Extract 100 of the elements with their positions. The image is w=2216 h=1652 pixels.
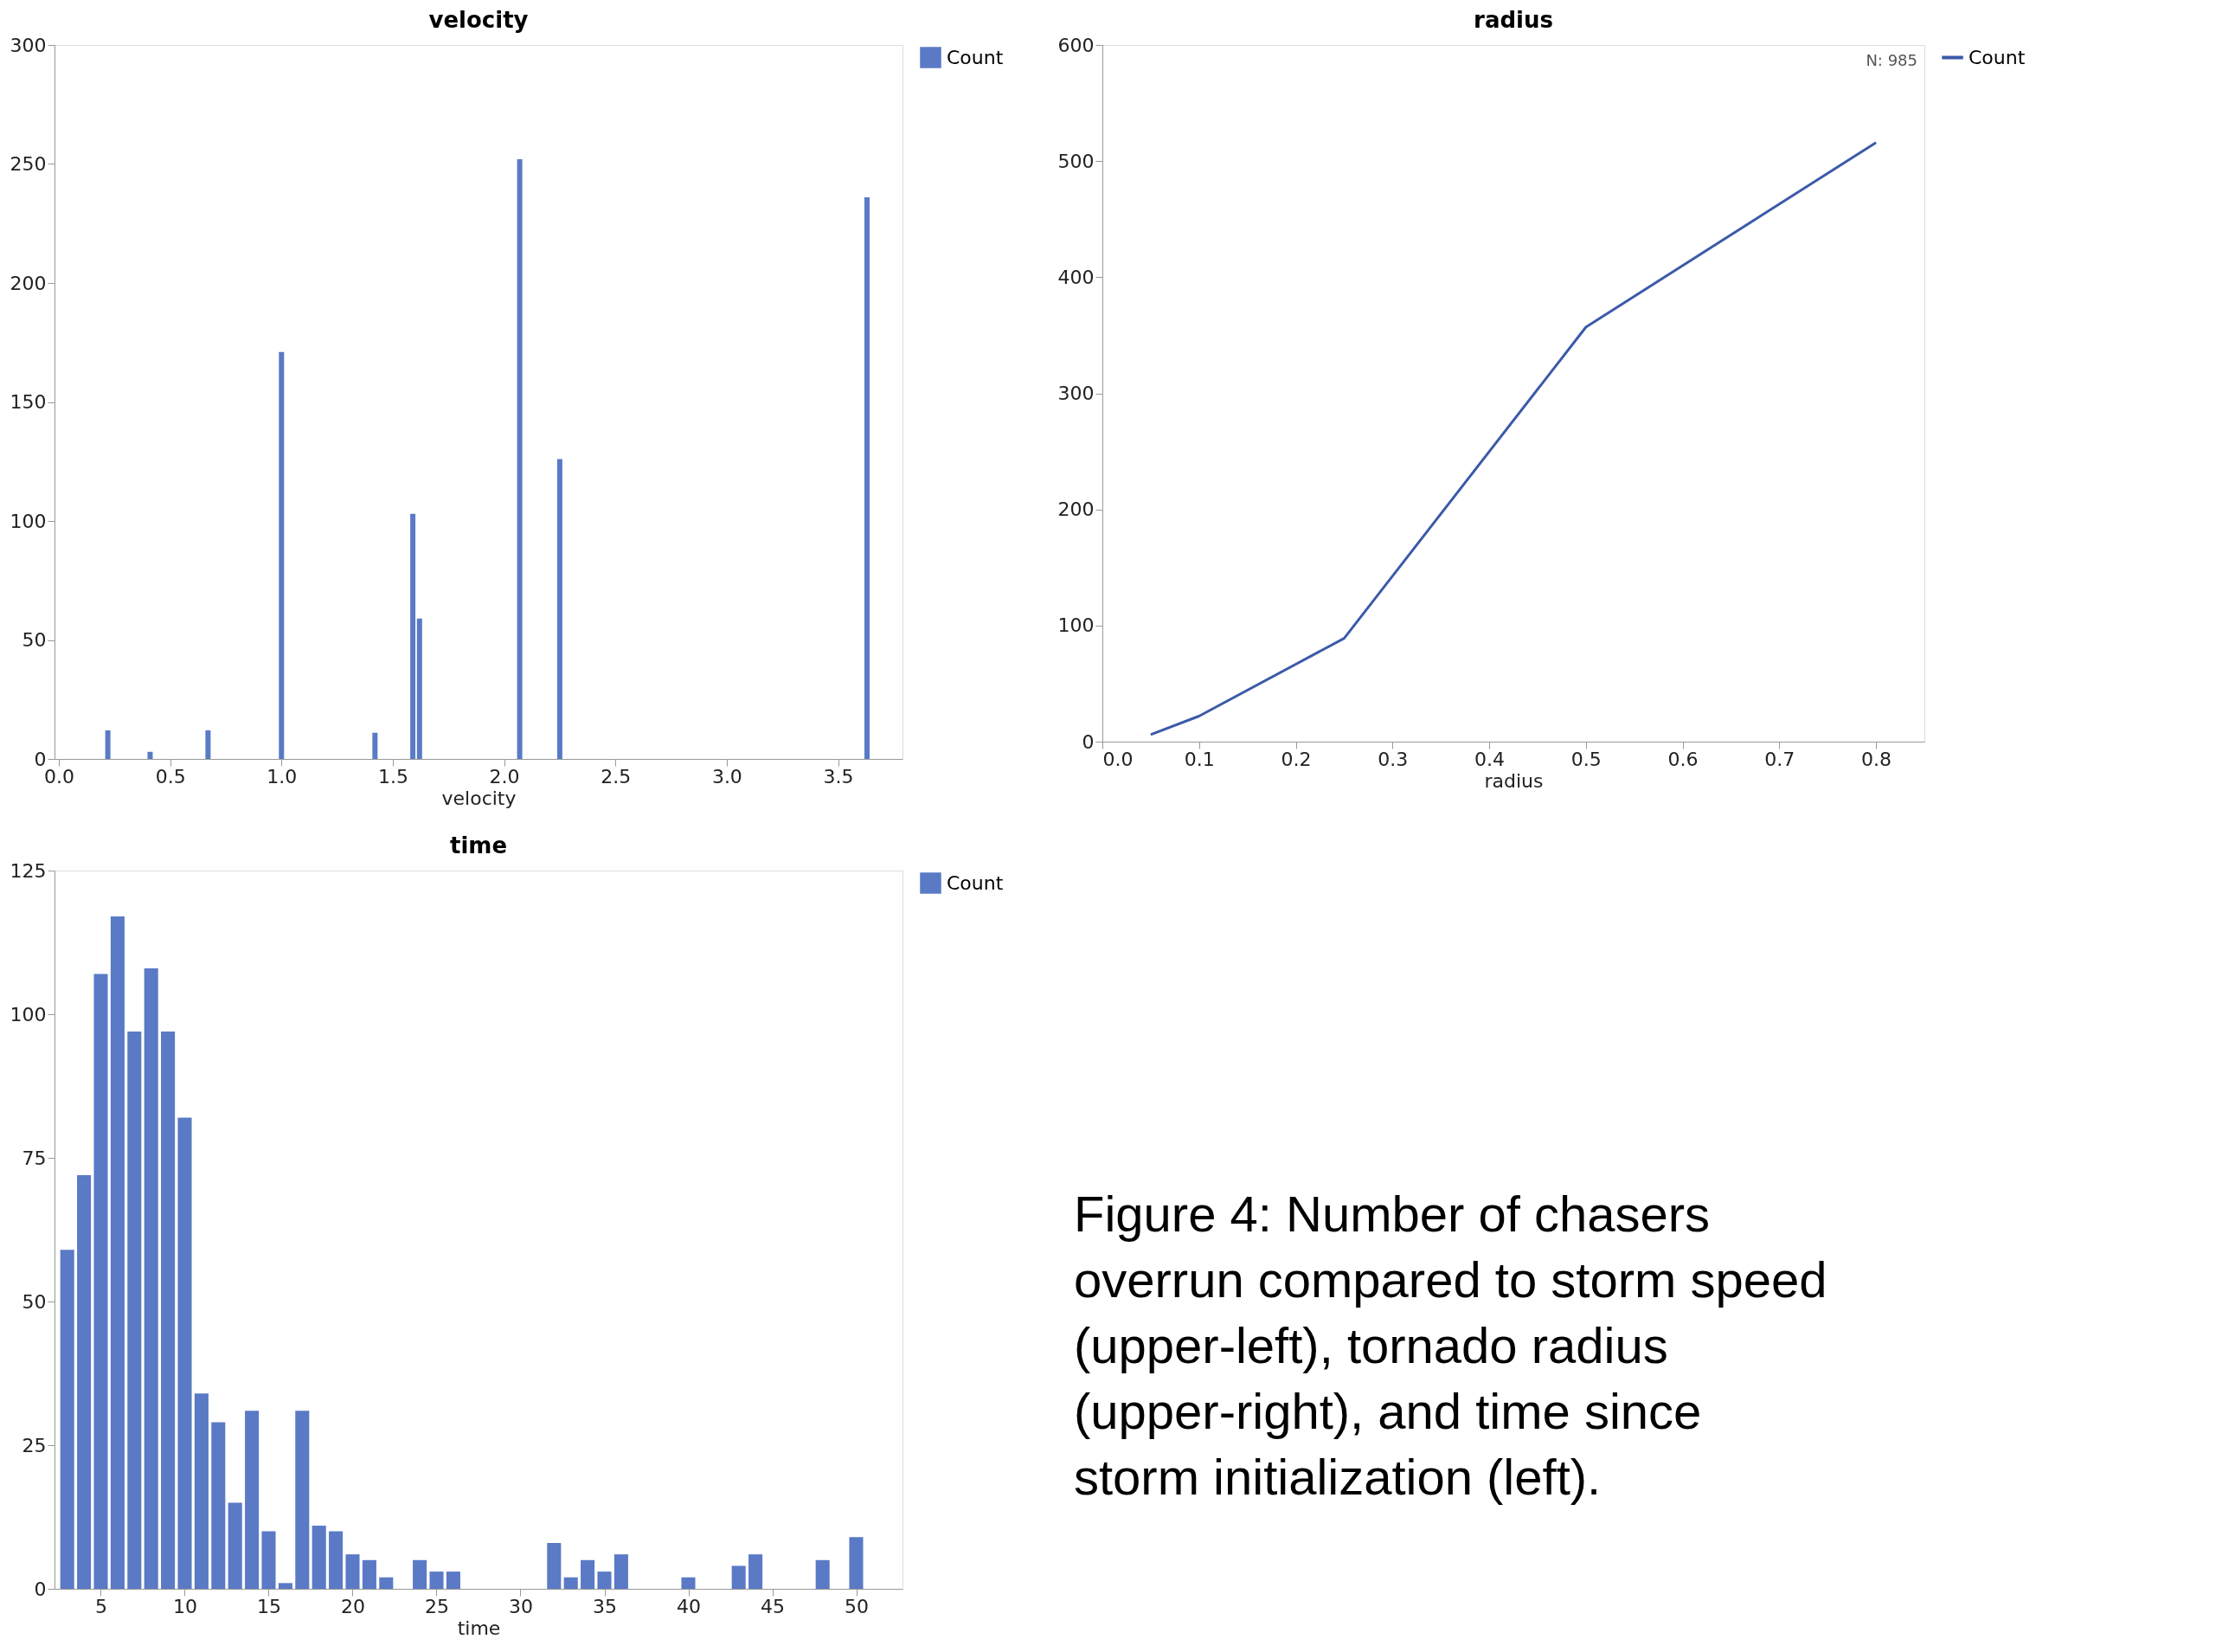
y-tick-label: 150 <box>10 391 47 413</box>
bar <box>556 459 562 759</box>
x-axis-title: time <box>457 1617 501 1639</box>
bar <box>228 1502 242 1589</box>
chart-title: velocity <box>428 7 529 33</box>
line-series <box>1149 141 1878 736</box>
bar <box>748 1554 763 1589</box>
x-tick-label: 10 <box>173 1595 197 1617</box>
x-tick-label: 0.0 <box>44 765 74 787</box>
x-tick-label: 0.5 <box>1570 748 1602 770</box>
annotation: N: 985 <box>1866 51 1917 69</box>
x-tick-label: 0.3 <box>1378 748 1409 770</box>
bar <box>110 916 125 1589</box>
bar <box>312 1525 326 1589</box>
y-tick-label: 100 <box>10 510 47 532</box>
y-tick-label: 300 <box>10 34 47 56</box>
x-tick-label: 3.0 <box>711 765 742 787</box>
y-tick-label: 250 <box>10 153 47 175</box>
x-tick-label: 1.0 <box>267 765 298 787</box>
x-tick-label: 0.7 <box>1764 748 1795 770</box>
bar <box>295 1411 310 1589</box>
bar <box>60 1250 74 1589</box>
x-tick-label: 2.0 <box>489 765 520 787</box>
chart-title: time <box>449 832 508 858</box>
legend-label: Count <box>947 871 1004 894</box>
y-tick-label: 200 <box>10 272 47 294</box>
y-tick-label: 0 <box>1082 730 1095 753</box>
x-tick-label: 45 <box>761 1595 785 1617</box>
x-tick-label: 2.5 <box>601 765 632 787</box>
x-axis-title: velocity <box>441 787 517 809</box>
y-tick-label: 25 <box>22 1434 47 1456</box>
bar <box>211 1422 226 1589</box>
x-tick-label: 5 <box>95 1595 107 1617</box>
x-tick-label: 0.0 <box>1102 748 1134 770</box>
bar <box>161 1031 176 1589</box>
bar <box>597 1572 612 1589</box>
x-tick-label: 20 <box>341 1595 365 1617</box>
x-tick-label: 0.1 <box>1184 748 1215 770</box>
x-tick-label: 0.5 <box>155 765 186 787</box>
y-tick-label: 50 <box>22 1290 47 1313</box>
y-tick-label: 125 <box>10 859 47 882</box>
bar <box>329 1531 344 1589</box>
y-tick-label: 0 <box>34 748 47 770</box>
bar <box>205 730 211 759</box>
y-tick-label: 100 <box>10 1003 47 1025</box>
bar <box>77 1174 92 1589</box>
bar <box>362 1559 376 1589</box>
bar <box>864 197 870 759</box>
y-tick-label: 600 <box>1057 34 1095 56</box>
x-tick-label: 0.8 <box>1861 748 1892 770</box>
x-tick-label: 50 <box>845 1595 869 1617</box>
bar <box>681 1577 696 1589</box>
bar <box>245 1411 260 1589</box>
bar <box>345 1554 360 1589</box>
bar <box>429 1572 444 1589</box>
x-axis-title: radius <box>1484 769 1544 792</box>
bar <box>446 1572 460 1589</box>
bar <box>127 1031 142 1589</box>
x-tick-label: 3.5 <box>823 765 854 787</box>
bar <box>517 159 523 759</box>
bar <box>147 751 153 759</box>
bar <box>410 513 416 759</box>
bar <box>105 730 111 759</box>
bar <box>849 1537 864 1589</box>
bar <box>261 1531 276 1589</box>
bar <box>372 732 378 759</box>
x-tick-label: 40 <box>677 1595 701 1617</box>
bar <box>93 974 108 1589</box>
bar <box>278 1583 292 1589</box>
bar <box>194 1393 209 1589</box>
bar <box>144 967 158 1589</box>
y-tick-label: 50 <box>22 629 47 651</box>
bar <box>413 1559 427 1589</box>
bar <box>815 1559 830 1589</box>
legend-label: Count <box>1969 46 2026 68</box>
bar <box>416 618 422 759</box>
x-tick-label: 0.4 <box>1474 748 1506 770</box>
chart-title: radius <box>1474 7 1553 33</box>
x-tick-label: 0.2 <box>1281 748 1312 770</box>
bar <box>547 1542 562 1589</box>
bar <box>581 1559 595 1589</box>
x-tick-label: 30 <box>509 1595 533 1617</box>
x-tick-label: 15 <box>257 1595 281 1617</box>
y-tick-label: 500 <box>1057 150 1095 172</box>
caption: Figure 4: Number of chasers overrun compared to storm speed (upper-left), tornado radius (upper-right), and time since storm initialization (left). <box>1074 1186 1827 1505</box>
bar <box>379 1577 394 1589</box>
y-tick-label: 75 <box>22 1147 47 1169</box>
y-tick-label: 200 <box>1057 498 1095 521</box>
y-tick-label: 300 <box>1057 382 1095 404</box>
x-tick-label: 0.6 <box>1667 748 1699 770</box>
bar <box>177 1117 192 1589</box>
bar <box>279 351 285 759</box>
legend-label: Count <box>947 46 1004 68</box>
bar <box>731 1565 746 1589</box>
x-tick-label: 1.5 <box>377 765 408 787</box>
y-tick-label: 400 <box>1057 266 1095 288</box>
x-tick-label: 25 <box>425 1595 449 1617</box>
y-tick-label: 0 <box>34 1578 47 1600</box>
bar <box>563 1577 578 1589</box>
y-tick-label: 100 <box>1057 614 1095 637</box>
